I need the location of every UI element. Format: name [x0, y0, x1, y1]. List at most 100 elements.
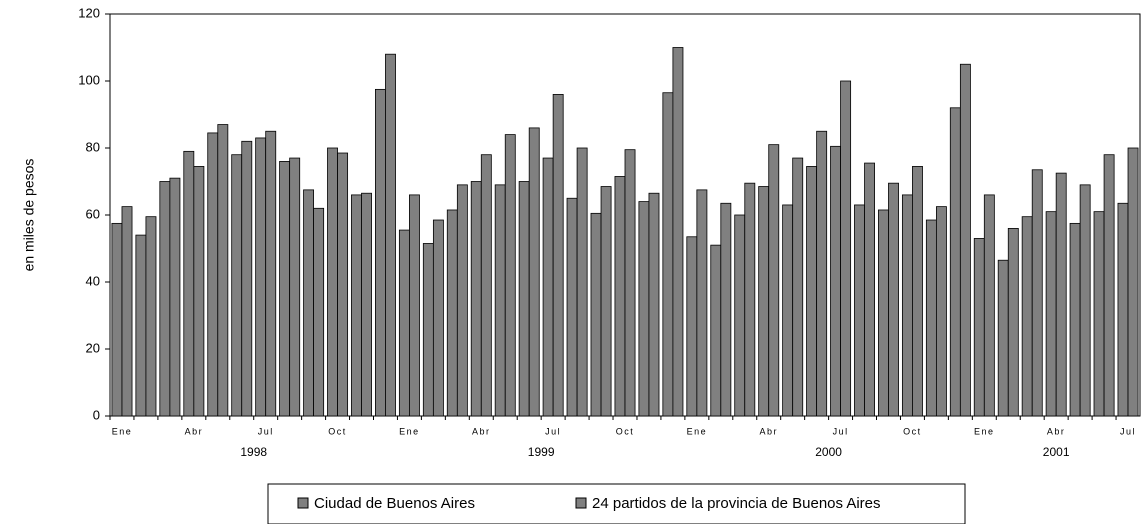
x-tick-label: Oct: [328, 426, 347, 436]
legend-swatch: [297, 497, 309, 509]
bar: [672, 47, 684, 417]
bar: [624, 149, 636, 417]
bar: [351, 194, 362, 417]
bar: [145, 216, 157, 417]
bar: [1045, 211, 1057, 417]
bar: [1103, 154, 1115, 417]
bar: [385, 53, 396, 417]
bar: [518, 181, 530, 417]
bar: [973, 238, 985, 417]
bar: [662, 92, 674, 417]
bar: [888, 182, 899, 417]
x-tick-label: Abr: [185, 426, 204, 436]
bar: [409, 194, 420, 417]
legend: [267, 483, 966, 524]
bar: [1117, 202, 1129, 417]
x-tick-label: Jul: [833, 426, 849, 436]
bar: [470, 181, 482, 417]
bar: [878, 209, 889, 417]
x-tick-label: Abr: [759, 426, 778, 436]
bar: [480, 154, 492, 417]
bar: [303, 189, 315, 417]
legend-label: 24 partidos de la provincia de Buenos Ai…: [592, 495, 881, 512]
x-tick-label: Ene: [974, 426, 995, 436]
bar: [528, 127, 540, 417]
bar: [830, 145, 841, 417]
bar: [720, 202, 732, 417]
bar: [1079, 184, 1091, 417]
x-tick-label: Jul: [258, 426, 274, 436]
bar: [792, 157, 804, 417]
bar: [183, 150, 195, 417]
bar: [552, 94, 564, 417]
bar: [696, 189, 708, 417]
bar: [361, 192, 372, 417]
y-tick-label: 100: [78, 72, 100, 87]
bar: [806, 166, 818, 417]
bar: [241, 140, 253, 417]
y-tick-label: 0: [93, 407, 100, 422]
bar: [193, 166, 205, 417]
bar: [901, 194, 913, 417]
bar: [279, 160, 291, 417]
x-tick-label: Ene: [687, 426, 708, 436]
x-tick-label: Ene: [112, 426, 133, 436]
bar: [1007, 227, 1019, 417]
year-label: 1998: [240, 445, 267, 459]
y-tick-label: 120: [78, 5, 100, 20]
bar: [840, 80, 852, 417]
bar: [638, 201, 650, 417]
bar: [566, 197, 578, 417]
bar: [912, 166, 923, 417]
year-label: 1999: [528, 445, 555, 459]
bar: [864, 162, 875, 417]
bar: [1093, 211, 1105, 417]
bar: [925, 219, 937, 417]
bar: [422, 243, 434, 417]
bar: [446, 209, 458, 417]
bar: [111, 222, 123, 417]
legend-label: Ciudad de Buenos Aires: [314, 495, 475, 512]
bar: [983, 194, 995, 417]
bar: [686, 236, 698, 417]
bar: [744, 182, 756, 417]
bar: [600, 186, 612, 417]
bar: [710, 244, 722, 417]
bar: [337, 152, 349, 417]
bar: [432, 219, 444, 417]
x-tick-label: Abr: [1047, 426, 1066, 436]
x-tick-label: Oct: [903, 426, 922, 436]
bar: [456, 184, 468, 417]
bar: [255, 137, 267, 417]
bar: [231, 154, 243, 417]
bar: [1021, 216, 1033, 417]
bar: [313, 207, 325, 417]
year-label: 2001: [1043, 445, 1070, 459]
x-tick-label: Oct: [616, 426, 635, 436]
bar: [782, 204, 794, 417]
bar: [169, 177, 181, 417]
bar: [542, 157, 554, 417]
bar: [398, 229, 410, 417]
bar: [648, 192, 660, 417]
bar: [734, 214, 746, 417]
y-tick-label: 40: [86, 273, 100, 288]
bar: [997, 259, 1009, 417]
bar: [159, 181, 171, 417]
y-tick-label: 60: [86, 206, 100, 221]
bar: [494, 184, 506, 417]
bar: [207, 132, 219, 417]
bar: [949, 107, 961, 417]
bar: [217, 124, 229, 417]
x-tick-label: Ene: [399, 426, 420, 436]
y-tick-label: 20: [86, 340, 100, 355]
bar: [614, 176, 626, 417]
bar: [1069, 222, 1081, 417]
bar: [590, 212, 602, 417]
bar: [289, 157, 301, 417]
bar: [1127, 147, 1139, 417]
x-tick-label: Jul: [545, 426, 561, 436]
bar: [1055, 172, 1067, 417]
bar: [935, 206, 947, 417]
